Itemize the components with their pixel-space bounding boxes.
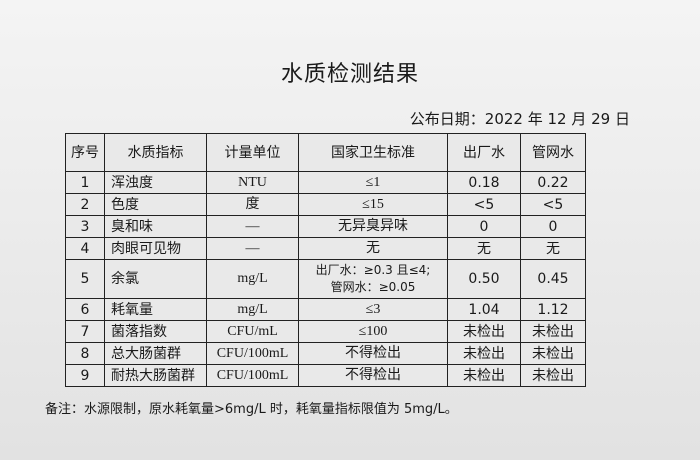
cell-name: 总大肠菌群 bbox=[104, 342, 207, 365]
cell-standard: 不得检出 bbox=[298, 364, 448, 387]
cell-plant: 0.50 bbox=[447, 259, 521, 299]
cell-network: 0.22 bbox=[520, 171, 586, 194]
cell-unit: CFU/100mL bbox=[206, 364, 299, 387]
column-header: 管网水 bbox=[520, 133, 586, 172]
cell-network: 未检出 bbox=[520, 320, 586, 343]
cell-network: 无 bbox=[520, 237, 586, 260]
cell-name: 色度 bbox=[104, 193, 207, 216]
publish-date: 公布日期：2022 年 12 月 29 日 bbox=[409, 110, 630, 128]
table-row: 1 浑浊度 NTU ≤1 0.18 0.22 bbox=[65, 171, 586, 194]
cell-standard: ≤15 bbox=[298, 193, 448, 216]
cell-plant: 0.18 bbox=[447, 171, 521, 194]
cell-no: 9 bbox=[65, 364, 105, 387]
cell-standard: ≤100 bbox=[298, 320, 448, 343]
table-row: 2 色度度 ≤15 <5 <5 bbox=[65, 193, 586, 216]
column-header: 水质指标 bbox=[104, 133, 207, 172]
table-row: 6 耗氧量 mg/L ≤3 1.04 1.12 bbox=[65, 298, 586, 321]
cell-unit: mg/L bbox=[206, 259, 299, 299]
cell-unit: 度 bbox=[206, 193, 299, 216]
cell-standard: ≤3 bbox=[298, 298, 448, 321]
cell-standard: 不得检出 bbox=[298, 342, 448, 365]
cell-name: 臭和味 bbox=[104, 215, 207, 238]
cell-plant: 未检出 bbox=[447, 342, 521, 365]
cell-no: 8 bbox=[65, 342, 105, 365]
cell-plant: 未检出 bbox=[447, 320, 521, 343]
cell-name: 耐热大肠菌群 bbox=[104, 364, 207, 387]
cell-plant: 无 bbox=[447, 237, 521, 260]
cell-network: 未检出 bbox=[520, 364, 586, 387]
cell-no: 6 bbox=[65, 298, 105, 321]
cell-name: 菌落指数 bbox=[104, 320, 207, 343]
cell-plant: 未检出 bbox=[447, 364, 521, 387]
column-header: 计量单位 bbox=[206, 133, 299, 172]
cell-standard: ≤1 bbox=[298, 171, 448, 194]
table-header-row: 序号 水质指标 计量单位 国家卫生标准 出厂水 管网水 bbox=[65, 133, 586, 172]
cell-name: 浑浊度 bbox=[104, 171, 207, 194]
cell-unit: NTU bbox=[206, 171, 299, 194]
cell-no: 1 bbox=[65, 171, 105, 194]
cell-unit: CFU/mL bbox=[206, 320, 299, 343]
cell-network: 0 bbox=[520, 215, 586, 238]
table-row: 5 余氯 mg/L 出厂水：≥0.3 且≤4; 管网水：≥0.05 0.50 0.45 bbox=[65, 259, 586, 299]
cell-network: <5 bbox=[520, 193, 586, 216]
cell-unit: — bbox=[206, 215, 299, 238]
table-row: 3 臭和味 — 无异臭异味 0 0 bbox=[65, 215, 586, 238]
cell-plant: <5 bbox=[447, 193, 521, 216]
cell-unit: mg/L bbox=[206, 298, 299, 321]
cell-name: 肉眼可见物 bbox=[104, 237, 207, 260]
cell-unit: — bbox=[206, 237, 299, 260]
cell-standard: 无异臭异味 bbox=[298, 215, 448, 238]
cell-network: 未检出 bbox=[520, 342, 586, 365]
cell-unit: CFU/100mL bbox=[206, 342, 299, 365]
cell-plant: 1.04 bbox=[447, 298, 521, 321]
cell-no: 5 bbox=[65, 259, 105, 299]
cell-plant: 0 bbox=[447, 215, 521, 238]
column-header: 序号 bbox=[65, 133, 105, 172]
cell-name: 耗氧量 bbox=[104, 298, 207, 321]
cell-no: 4 bbox=[65, 237, 105, 260]
table-row: 7 菌落指数 CFU/mL ≤100 未检出 未检出 bbox=[65, 320, 586, 343]
cell-standard: 出厂水：≥0.3 且≤4; 管网水：≥0.05 bbox=[298, 259, 448, 299]
table-row: 9 耐热大肠菌群 CFU/100mL 不得检出 未检出 未检出 bbox=[65, 364, 586, 387]
column-header: 国家卫生标准 bbox=[298, 133, 448, 172]
cell-name: 余氯 bbox=[104, 259, 207, 299]
table-row: 4 肉眼可见物 — 无无无 bbox=[65, 237, 586, 260]
water-quality-table: 序号 水质指标 计量单位 国家卫生标准 出厂水 管网水 1 浑浊度 NTU ≤1 0.18 0.22… bbox=[65, 133, 586, 387]
table-row: 8 总大肠菌群 CFU/100mL 不得检出 未检出 未检出 bbox=[65, 342, 586, 365]
cell-network: 1.12 bbox=[520, 298, 586, 321]
cell-no: 3 bbox=[65, 215, 105, 238]
cell-no: 7 bbox=[65, 320, 105, 343]
document-title: 水质检测结果 bbox=[280, 62, 419, 87]
standard-line: 管网水：≥0.05 bbox=[330, 280, 416, 294]
standard-line: 出厂水：≥0.3 且≤4; bbox=[315, 263, 431, 277]
footnote: 备注：水源限制，原水耗氧量>6mg/L 时，耗氧量指标限值为 5mg/L。 bbox=[45, 402, 458, 417]
cell-network: 0.45 bbox=[520, 259, 586, 299]
cell-no: 2 bbox=[65, 193, 105, 216]
column-header: 出厂水 bbox=[447, 133, 521, 172]
cell-standard: 无 bbox=[298, 237, 448, 260]
